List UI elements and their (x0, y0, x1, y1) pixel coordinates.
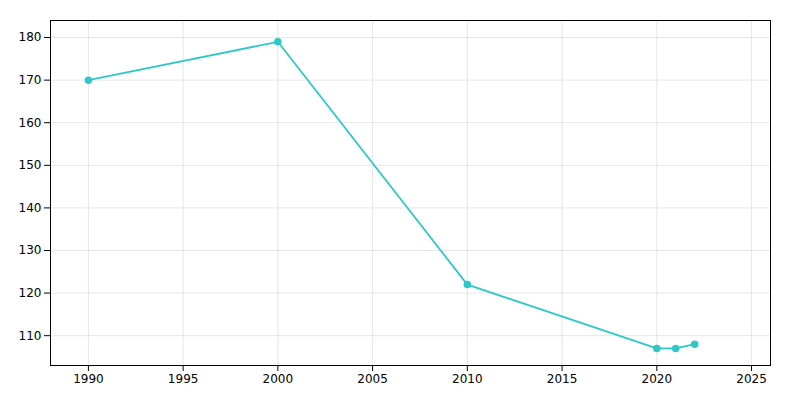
svg-text:2010: 2010 (452, 372, 483, 386)
svg-text:160: 160 (19, 116, 42, 130)
svg-text:170: 170 (19, 73, 42, 87)
svg-text:2000: 2000 (263, 372, 294, 386)
svg-text:110: 110 (19, 329, 42, 343)
svg-text:2015: 2015 (547, 372, 578, 386)
svg-text:150: 150 (19, 158, 42, 172)
svg-text:2005: 2005 (357, 372, 388, 386)
svg-text:140: 140 (19, 201, 42, 215)
svg-text:120: 120 (19, 286, 42, 300)
svg-text:180: 180 (19, 30, 42, 44)
svg-text:2020: 2020 (642, 372, 673, 386)
svg-text:2025: 2025 (736, 372, 767, 386)
svg-text:1995: 1995 (168, 372, 199, 386)
svg-text:130: 130 (19, 243, 42, 257)
svg-text:1990: 1990 (73, 372, 104, 386)
